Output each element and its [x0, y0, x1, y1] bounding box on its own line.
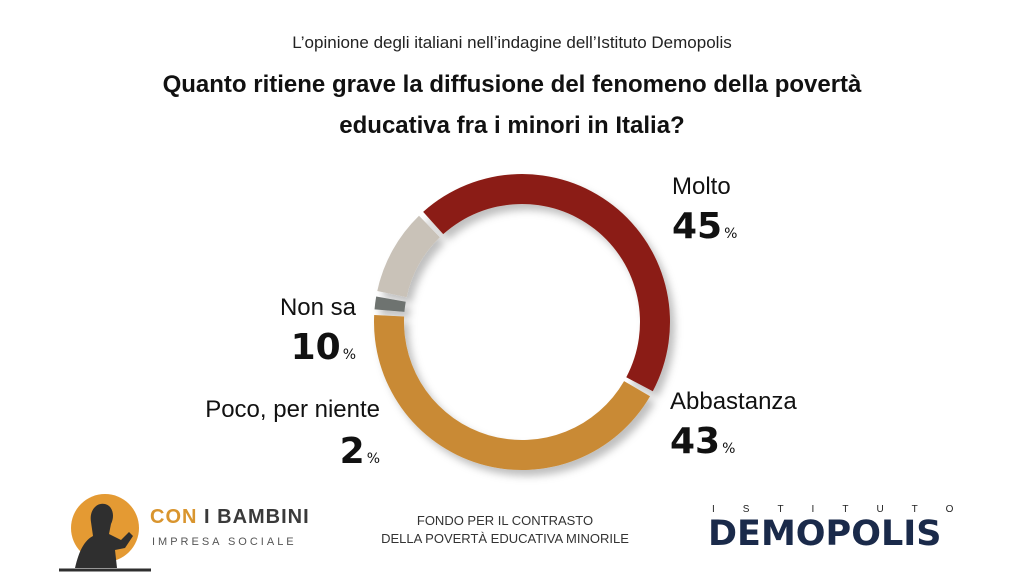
- label-abbastanza: Abbastanza 43%: [670, 388, 797, 460]
- chart-title: Quanto ritiene grave la diffusione del f…: [162, 71, 862, 139]
- brand-subtitle: IMPRESA SOCIALE: [152, 536, 297, 548]
- demopolis-istituto: ISTITUTO: [712, 504, 982, 515]
- label-poco-name: Poco, per niente: [205, 396, 380, 423]
- label-abbastanza-value: 43%: [670, 421, 736, 462]
- slice-nonsa: [377, 215, 440, 298]
- brand-name: CON I BAMBINI: [150, 506, 310, 528]
- demopolis-logo: DEMOPOLIS: [708, 514, 942, 554]
- slice-abbastanza: [374, 315, 651, 470]
- label-nonsa-value: 10%: [290, 327, 356, 368]
- fund-line-1: FONDO PER IL CONTRASTO: [416, 513, 594, 528]
- slice-poco: [374, 296, 406, 312]
- slice-molto: [423, 173, 670, 392]
- fund-text: FONDO PER IL CONTRASTO DELLA POVERTÀ EDU…: [360, 512, 650, 548]
- fund-line-2: DELLA POVERTÀ EDUCATIVA MINORILE: [381, 531, 629, 546]
- label-molto-value: 45%: [672, 206, 738, 247]
- label-poco: Poco, per niente 2%: [160, 396, 380, 470]
- con-i-bambini-logo-icon: [59, 494, 151, 572]
- label-molto: Molto 45%: [672, 173, 737, 245]
- label-molto-name: Molto: [672, 173, 731, 200]
- label-abbastanza-name: Abbastanza: [670, 388, 797, 415]
- label-poco-value: 2%: [339, 431, 380, 472]
- label-nonsa: Non sa 10%: [200, 294, 356, 366]
- chart-subtitle: L’opinione degli italiani nell’indagine …: [292, 33, 732, 52]
- label-nonsa-name: Non sa: [279, 294, 356, 321]
